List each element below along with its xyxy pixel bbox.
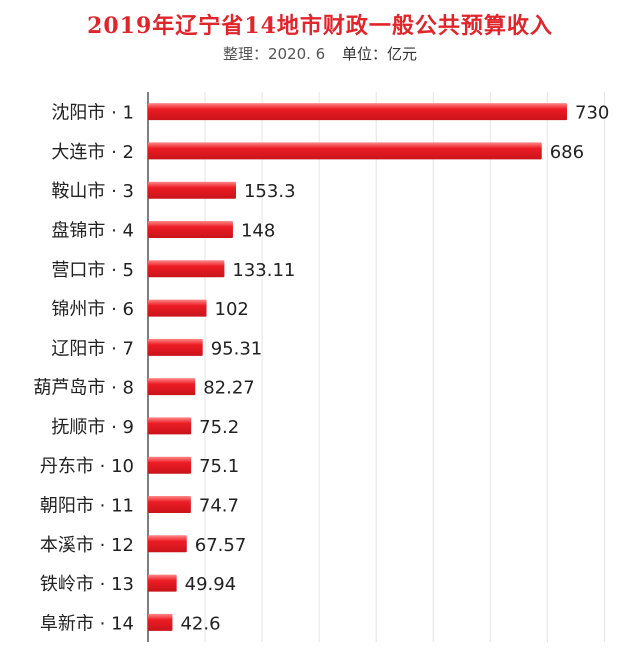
value-label: 75.1	[199, 456, 239, 477]
bar-layer	[148, 103, 567, 631]
category-label: 阜新市 · 14	[40, 613, 134, 634]
bar	[148, 260, 225, 278]
chart-title: 2019年辽宁省14地市财政一般公共预算收入	[87, 13, 553, 39]
grid-layer	[147, 92, 605, 642]
category-label: 沈阳市 · 1	[51, 103, 134, 124]
value-label: 82.27	[203, 378, 255, 399]
category-label: 营口市 · 5	[51, 260, 134, 281]
bar	[148, 417, 192, 435]
chart-subtitle: 整理：2020. 6 单位：亿元	[0, 43, 640, 64]
category-label: 朝阳市 · 11	[40, 496, 134, 517]
unit-label: 单位：亿元	[342, 45, 418, 63]
value-label: 67.57	[195, 535, 247, 556]
bar	[148, 103, 567, 121]
bar	[148, 574, 177, 592]
bar	[148, 142, 542, 160]
value-label: 102	[215, 299, 249, 320]
category-label: 抚顺市 · 9	[51, 417, 134, 438]
value-label: 148	[241, 221, 275, 242]
bar	[148, 338, 203, 356]
category-label: 铁岭市 · 13	[40, 574, 134, 595]
value-label: 74.7	[199, 496, 239, 517]
category-label: 本溪市 · 12	[40, 535, 134, 556]
bar	[148, 496, 191, 513]
value-label: 42.6	[180, 613, 220, 634]
value-label: 686	[550, 142, 584, 163]
bar	[148, 613, 173, 631]
value-label: 95.31	[211, 338, 263, 359]
bar	[148, 181, 236, 199]
category-label: 锦州市 · 6	[51, 299, 134, 320]
category-label: 盘锦市 · 4	[51, 221, 134, 242]
bar	[148, 378, 196, 396]
bar	[148, 456, 192, 474]
value-label: 133.11	[232, 260, 295, 281]
category-label: 大连市 · 2	[51, 142, 134, 163]
value-label: 153.3	[244, 181, 296, 202]
value-label: 75.2	[199, 417, 239, 438]
bar	[148, 221, 233, 238]
bar	[148, 535, 187, 553]
category-label: 辽阳市 · 7	[51, 338, 134, 359]
label-layer: 沈阳市 · 1 730 大连市 · 2 686 鞍山市 · 3 153.3 盘锦市 · 4 1…	[33, 103, 609, 635]
value-label: 49.94	[185, 574, 237, 595]
category-label: 鞍山市 · 3	[51, 181, 134, 202]
category-label: 葫芦岛市 · 8	[33, 378, 134, 399]
category-label: 丹东市 · 10	[40, 456, 134, 477]
value-label: 730	[575, 103, 609, 124]
source-note: 整理：2020. 6	[222, 45, 326, 63]
bar	[148, 299, 207, 317]
